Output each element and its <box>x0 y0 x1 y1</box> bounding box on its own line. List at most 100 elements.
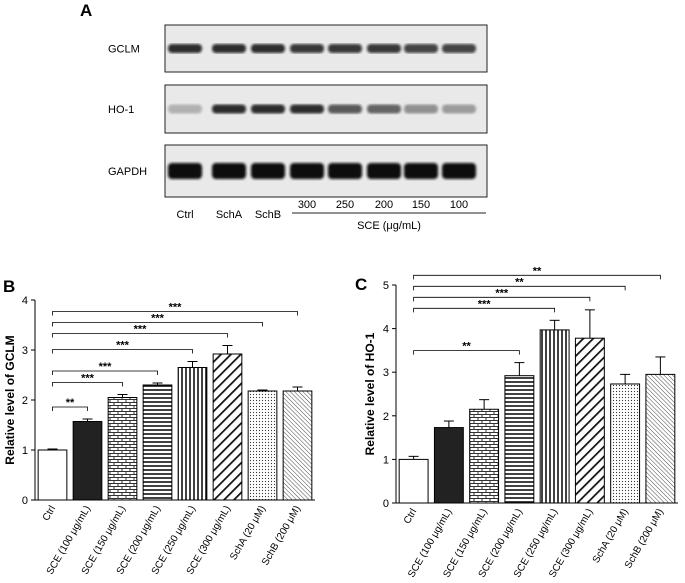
y-tick-label: 3 <box>22 345 28 357</box>
significance-label: *** <box>81 373 95 385</box>
bar <box>212 353 243 501</box>
significance-bracket <box>52 370 158 375</box>
significance-label: ** <box>66 397 75 409</box>
significance-bracket <box>52 311 298 316</box>
bar <box>539 329 570 504</box>
bar <box>610 383 641 504</box>
x-tick-label: SchA (20 μM) <box>228 504 268 562</box>
blot-band <box>367 104 401 114</box>
blot-band <box>442 44 476 53</box>
blot-band <box>442 163 476 179</box>
lane-label: SchA <box>216 209 243 221</box>
y-tick-label: 0 <box>383 498 389 510</box>
significance-label: ** <box>462 341 471 353</box>
significance-label: ** <box>533 265 542 277</box>
blot-band <box>367 44 401 53</box>
bar <box>142 384 173 501</box>
panel-label: B <box>3 277 15 296</box>
significance-label: *** <box>495 287 509 299</box>
y-axis-label: Relative level of GCLM <box>3 335 17 464</box>
significance-bracket <box>52 406 88 411</box>
significance-label: *** <box>99 361 113 373</box>
y-tick-label: 4 <box>22 295 28 307</box>
significance-bracket <box>413 350 520 355</box>
bar <box>72 421 103 501</box>
bar <box>282 390 313 501</box>
lane-label: 150 <box>412 199 430 211</box>
blot-band <box>251 104 285 114</box>
blot-band <box>212 163 246 179</box>
blot-band <box>404 44 438 53</box>
blot-band <box>251 44 285 53</box>
x-tick-label: SchB (200 μM) <box>623 507 666 570</box>
significance-bracket <box>52 382 123 387</box>
x-tick-label: Ctrl <box>402 507 419 526</box>
lane-label: 100 <box>450 199 468 211</box>
bar <box>504 375 535 504</box>
blot-band <box>212 104 246 114</box>
blot-band <box>442 104 476 114</box>
significance-bracket <box>413 274 661 280</box>
blot-band <box>328 44 362 53</box>
row-label: HO-1 <box>108 104 134 116</box>
blot-band <box>168 104 202 114</box>
y-tick-label: 1 <box>22 445 28 457</box>
bar <box>574 337 605 504</box>
significance-label: *** <box>116 340 130 352</box>
significance-label: *** <box>151 313 165 325</box>
y-tick-label: 5 <box>383 280 389 292</box>
significance-label: ** <box>515 276 524 288</box>
significance-bracket <box>413 285 626 291</box>
y-tick-label: 0 <box>22 495 28 507</box>
blot-band <box>367 163 401 179</box>
lane-label: Ctrl <box>176 209 193 221</box>
panel-label: C <box>355 275 367 294</box>
bar <box>37 449 68 501</box>
bar <box>398 458 429 504</box>
blot-band <box>290 44 324 53</box>
y-tick-label: 2 <box>383 411 389 423</box>
bar <box>247 390 278 501</box>
blot-band <box>290 163 324 179</box>
group-label: SCE (μg/mL) <box>357 220 421 232</box>
lane-label: 300 <box>298 199 316 211</box>
row-label: GCLM <box>108 44 140 56</box>
blot-band <box>404 104 438 114</box>
lane-label: 250 <box>336 199 354 211</box>
blot-band <box>212 44 246 53</box>
bar <box>645 373 676 504</box>
significance-label: *** <box>134 324 148 336</box>
x-tick-label: Ctrl <box>41 504 58 523</box>
blot-band <box>251 163 285 179</box>
y-tick-label: 2 <box>22 395 28 407</box>
bar <box>433 427 464 504</box>
blot-band <box>404 163 438 179</box>
blot-band <box>328 163 362 179</box>
significance-label: *** <box>169 302 183 314</box>
significance-label: *** <box>478 298 492 310</box>
bar <box>107 397 138 501</box>
blot-band <box>168 163 202 179</box>
y-tick-label: 3 <box>383 367 389 379</box>
panel-label: A <box>80 1 92 20</box>
western-blot: GCLM HO-1 GAPDH Ctrl SchA SchB 300 250 200 150 100… <box>108 24 488 232</box>
bar <box>469 408 500 504</box>
significance-bracket <box>413 296 591 302</box>
significance-bracket <box>52 322 263 327</box>
significance-bracket <box>52 333 228 338</box>
y-axis-label: Relative level of HO-1 <box>363 332 377 455</box>
significance-bracket <box>52 349 193 354</box>
blot-band <box>168 44 202 53</box>
y-tick-label: 1 <box>383 454 389 466</box>
lane-label: SchB <box>255 209 281 221</box>
bar <box>177 367 208 501</box>
blot-band <box>328 104 362 114</box>
lane-label: 200 <box>375 199 393 211</box>
x-tick-label: SchA (20 μM) <box>591 507 631 565</box>
y-tick-label: 4 <box>383 324 389 336</box>
row-label: GAPDH <box>108 166 147 178</box>
